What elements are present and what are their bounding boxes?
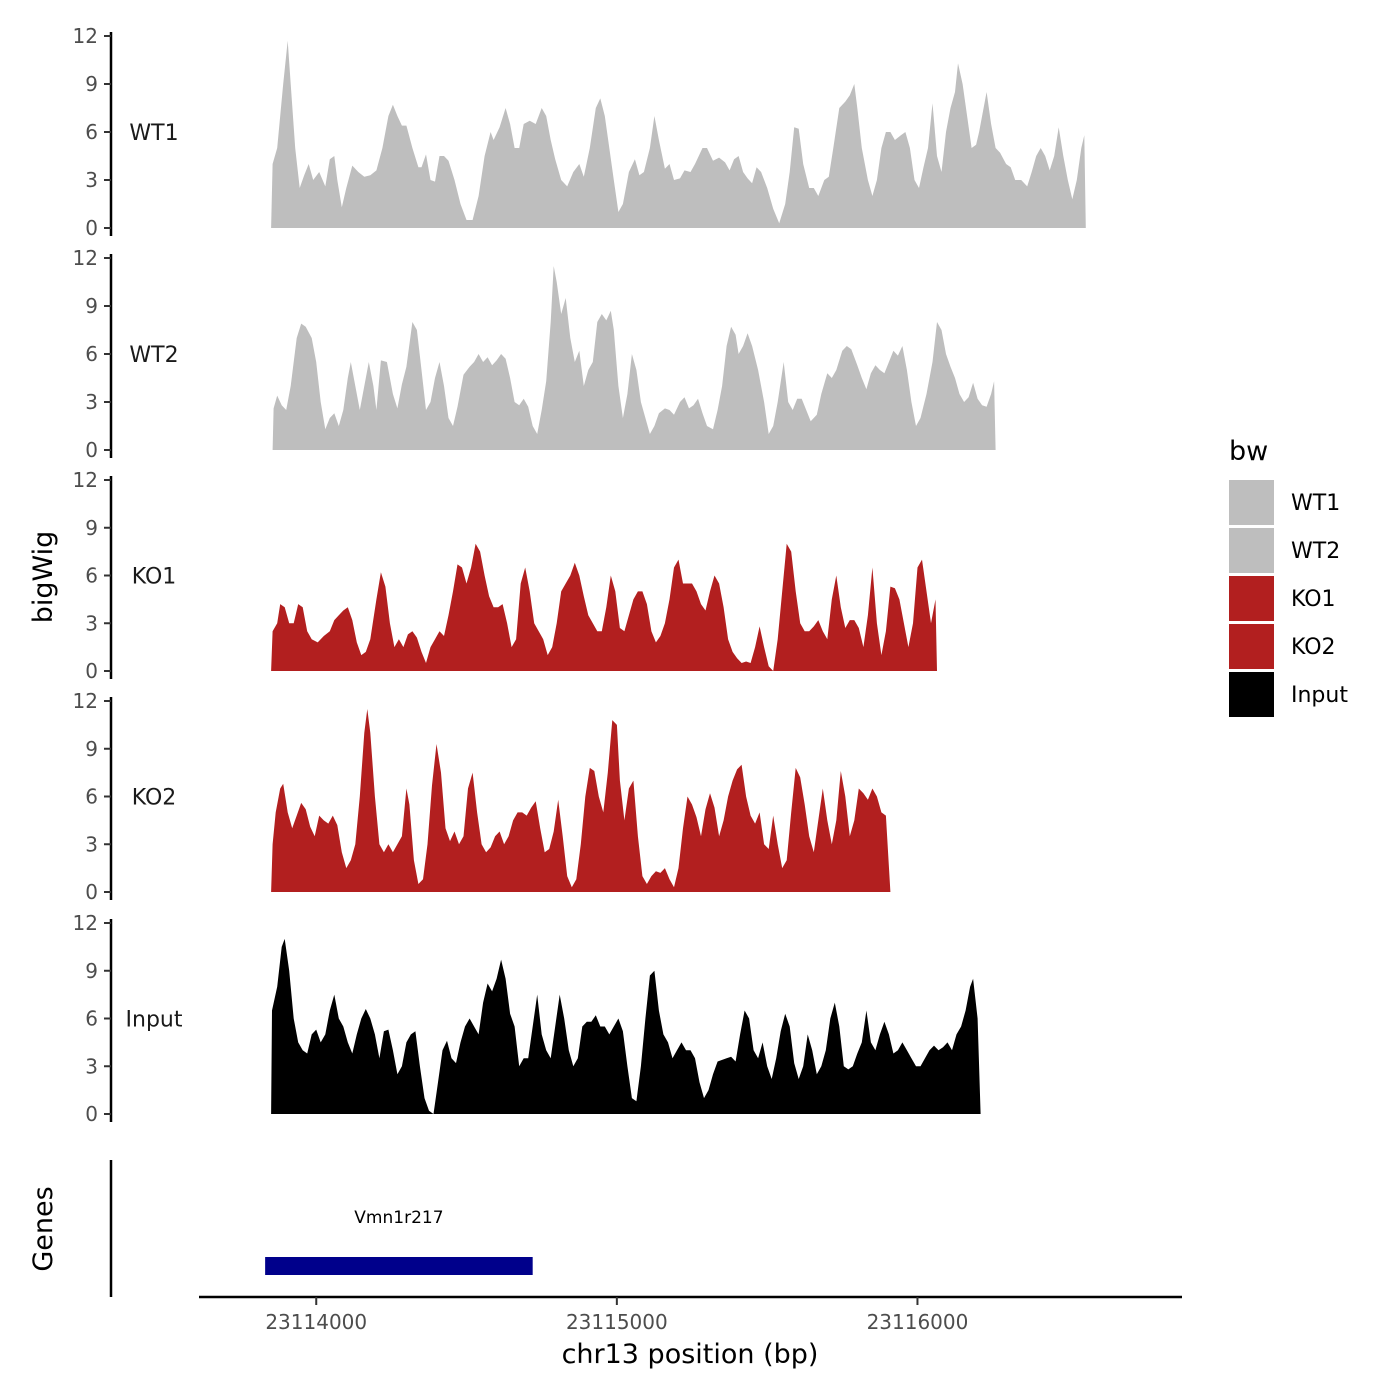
track-ko1: 0 3 6 9 12 KO1 [73,468,938,683]
gene-label: Vmn1r217 [354,1208,443,1228]
y-tick-label: 12 [73,246,98,270]
genes-panel: Genes Vmn1r217 [28,1160,533,1297]
y-tick-label: 3 [85,390,98,414]
track-wt2: 0 3 6 9 12 WT2 [73,246,996,462]
legend-key-input [1229,672,1274,717]
legend: bw WT1 WT2 KO1 KO2 Input [1229,436,1348,717]
y-tick-label: 6 [85,785,98,809]
y-tick-label: 3 [85,1054,98,1078]
y-tick-label: 6 [85,1007,98,1031]
legend-key-ko1 [1229,576,1274,621]
y-tick-label: 3 [85,168,98,192]
genes-title: Genes [28,1186,59,1271]
track-label: Input [126,1008,183,1033]
area-wt1 [271,40,1086,228]
y-tick-label: 3 [85,832,98,856]
y-tick-label: 0 [85,659,98,683]
y-tick-label: 0 [85,438,98,462]
y-tick-label: 3 [85,611,98,635]
track-label: WT2 [129,343,178,368]
legend-key-ko2 [1229,624,1274,669]
y-tick-label: 9 [85,737,98,761]
track-ko2: 0 3 6 9 12 KO2 [73,689,891,904]
tracks-layer: 0 3 6 9 12 WT1 0 3 6 9 12 WT2 0 3 6 9 12 KO1 0 3 6 9 12 KO2 0 3 6 9… [73,24,1086,1126]
legend-label-input: Input [1291,683,1348,708]
legend-title: bw [1229,436,1268,467]
legend-key-wt2 [1229,528,1274,573]
x-tick-label: 23116000 [867,1310,969,1334]
legend-label-ko2: KO2 [1291,635,1336,660]
y-tick-label: 0 [85,880,98,904]
track-label: KO2 [132,786,177,811]
x-tick-label: 23114000 [265,1310,367,1334]
y-tick-label: 0 [85,216,98,240]
y-axis-title: bigWig [28,531,59,624]
track-input: 0 3 6 9 12 Input [73,911,981,1126]
area-wt2 [272,266,996,450]
gene-body [265,1257,533,1275]
y-tick-label: 6 [85,342,98,366]
area-ko1 [271,543,938,671]
y-tick-label: 12 [73,468,98,492]
y-tick-label: 12 [73,689,98,713]
x-axis: 23114000 23115000 23116000 [199,1295,1182,1334]
area-ko2 [271,709,891,892]
y-tick-label: 9 [85,959,98,983]
y-tick-label: 12 [73,911,98,935]
legend-label-ko1: KO1 [1291,587,1336,612]
y-tick-label: 6 [85,564,98,588]
area-input [271,938,981,1114]
y-tick-label: 0 [85,1102,98,1126]
x-tick-label: 23115000 [566,1310,668,1334]
y-tick-label: 12 [73,24,98,48]
legend-label-wt2: WT2 [1291,539,1340,564]
x-axis-title: chr13 position (bp) [562,1339,819,1370]
legend-label-wt1: WT1 [1291,491,1340,516]
y-tick-label: 6 [85,120,98,144]
track-label: WT1 [129,121,178,146]
track-wt1: 0 3 6 9 12 WT1 [73,24,1086,240]
y-tick-label: 9 [85,72,98,96]
track-label: KO1 [132,565,177,590]
legend-key-wt1 [1229,480,1274,525]
y-tick-label: 9 [85,294,98,318]
y-tick-label: 9 [85,516,98,540]
